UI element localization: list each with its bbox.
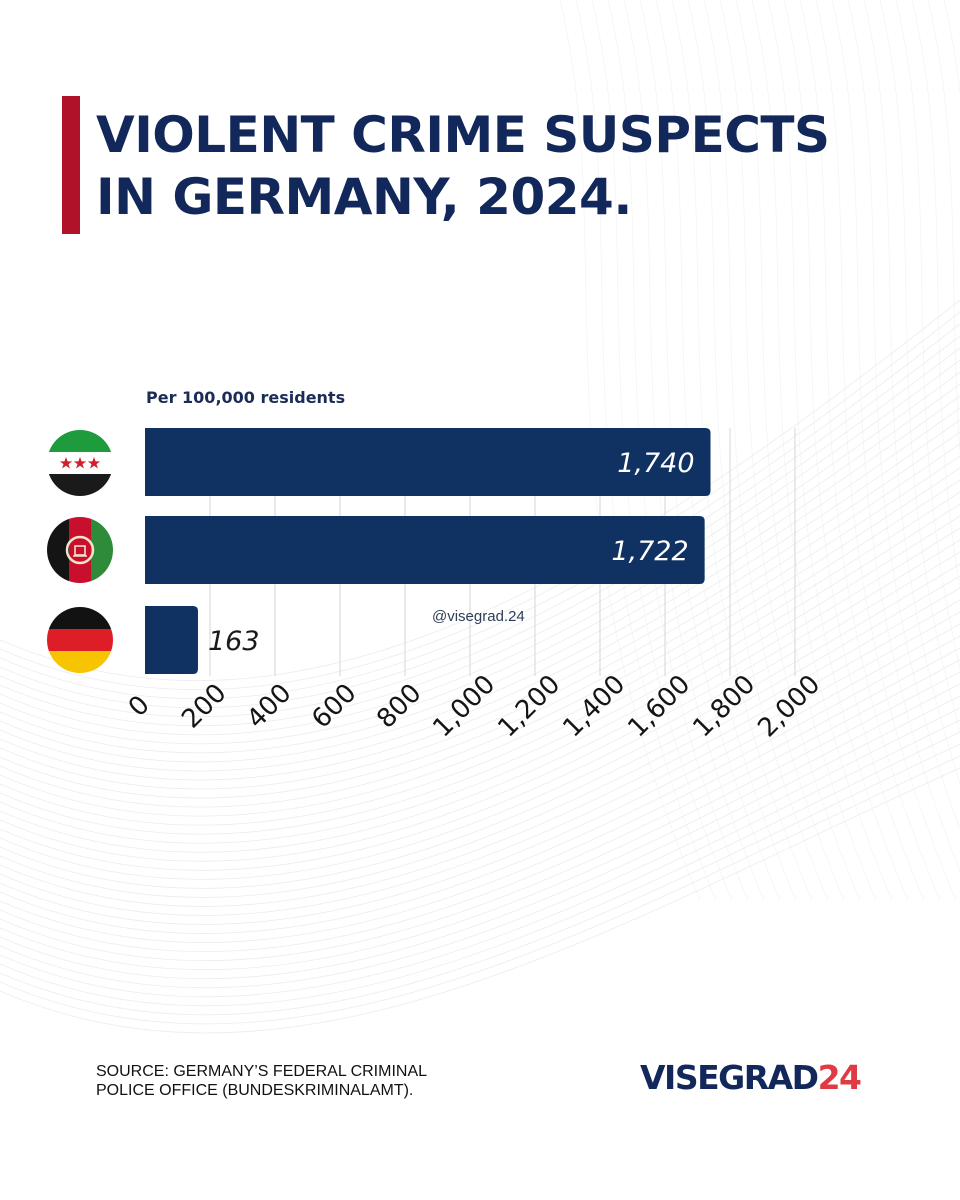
background-line xyxy=(575,0,717,901)
background-line xyxy=(0,623,960,925)
x-tick-label: 200 xyxy=(176,678,232,734)
background-line xyxy=(623,0,765,901)
background-line xyxy=(607,0,749,901)
bar-value-label: 163 xyxy=(208,626,260,657)
background-line xyxy=(0,527,960,853)
brand-number: 24 xyxy=(817,1058,862,1097)
background-line xyxy=(0,683,960,970)
background-line xyxy=(831,0,960,872)
background-line xyxy=(639,0,781,901)
background-line xyxy=(0,575,960,889)
chart-subtitle: Per 100,000 residents xyxy=(146,388,346,407)
background-line xyxy=(0,383,960,745)
background-line xyxy=(0,431,960,781)
background-line xyxy=(655,0,797,901)
title-accent-bar xyxy=(62,96,80,234)
background-line xyxy=(0,599,960,907)
background-line xyxy=(0,719,960,998)
x-tick-label: 1,200 xyxy=(492,669,566,743)
background-line xyxy=(0,407,960,763)
background-line xyxy=(0,467,960,808)
x-tick-label: 600 xyxy=(306,678,362,734)
background-line xyxy=(735,0,877,901)
x-tick-label: 2,000 xyxy=(752,669,826,743)
brand-name: VISEGRAD xyxy=(640,1058,819,1097)
background-line xyxy=(0,743,960,1016)
source-note: SOURCE: GERMANY’S FEDERAL CRIMINAL POLIC… xyxy=(96,1063,428,1099)
background-line xyxy=(703,0,845,901)
afghanistan-flag-icon xyxy=(47,517,113,583)
background-line xyxy=(0,395,960,754)
germany-flag-icon xyxy=(47,607,113,673)
background-line xyxy=(0,635,960,934)
background-line xyxy=(0,755,960,1025)
bar-value-label: 1,722 xyxy=(611,536,688,567)
background-line xyxy=(687,0,829,901)
background-line xyxy=(751,0,893,901)
bar xyxy=(145,516,705,584)
background-line xyxy=(0,587,960,898)
background-line xyxy=(0,731,960,1007)
background-line xyxy=(0,299,960,681)
x-tick-label: 400 xyxy=(241,678,297,734)
background-line xyxy=(0,503,960,835)
background-line xyxy=(911,0,960,590)
brand-logo: VISEGRAD24 xyxy=(640,1058,862,1097)
background-line xyxy=(671,0,813,901)
background-line xyxy=(799,0,941,901)
chart-title: VIOLENT CRIME SUSPECTS IN GERMANY, 2024. xyxy=(96,106,830,226)
background-line xyxy=(847,0,960,831)
background-line xyxy=(0,323,960,700)
background-line xyxy=(0,515,960,844)
background-line xyxy=(0,455,960,799)
background-line xyxy=(0,479,960,817)
background-line xyxy=(0,539,960,862)
background-line xyxy=(783,0,925,901)
background-line xyxy=(0,551,960,871)
background-line xyxy=(591,0,733,901)
background-line xyxy=(0,707,960,989)
background-line xyxy=(0,335,960,709)
x-tick-label: 1,600 xyxy=(622,669,696,743)
x-tick-label: 1,000 xyxy=(427,669,501,743)
background-line xyxy=(0,347,960,718)
background-line xyxy=(0,671,960,961)
background-line xyxy=(719,0,861,901)
background-line xyxy=(559,0,701,901)
background-line xyxy=(0,767,960,1034)
bar-value-label: 1,740 xyxy=(617,448,694,479)
background-line xyxy=(0,359,960,727)
bar xyxy=(145,428,711,496)
background-line xyxy=(0,611,960,916)
watermark: @visegrad.24 xyxy=(432,608,525,625)
bar xyxy=(145,606,198,674)
background-line xyxy=(0,371,960,736)
background-line xyxy=(0,647,960,943)
background-line xyxy=(0,695,960,980)
background-line xyxy=(879,0,960,732)
background-line xyxy=(0,311,960,691)
background-line xyxy=(767,0,909,901)
background-line xyxy=(0,491,960,826)
background-line xyxy=(895,0,960,670)
background-line xyxy=(863,0,960,785)
background-line xyxy=(927,0,960,455)
background-line xyxy=(0,443,960,790)
syria-flag-icon xyxy=(47,430,113,496)
background-line xyxy=(815,0,957,901)
x-tick-label: 1,400 xyxy=(557,669,631,743)
background-line xyxy=(0,419,960,772)
background-line xyxy=(0,659,960,952)
x-tick-label: 1,800 xyxy=(687,669,761,743)
x-tick-label: 800 xyxy=(371,678,427,734)
x-tick-label: 0 xyxy=(123,690,156,723)
background-line xyxy=(0,563,960,880)
